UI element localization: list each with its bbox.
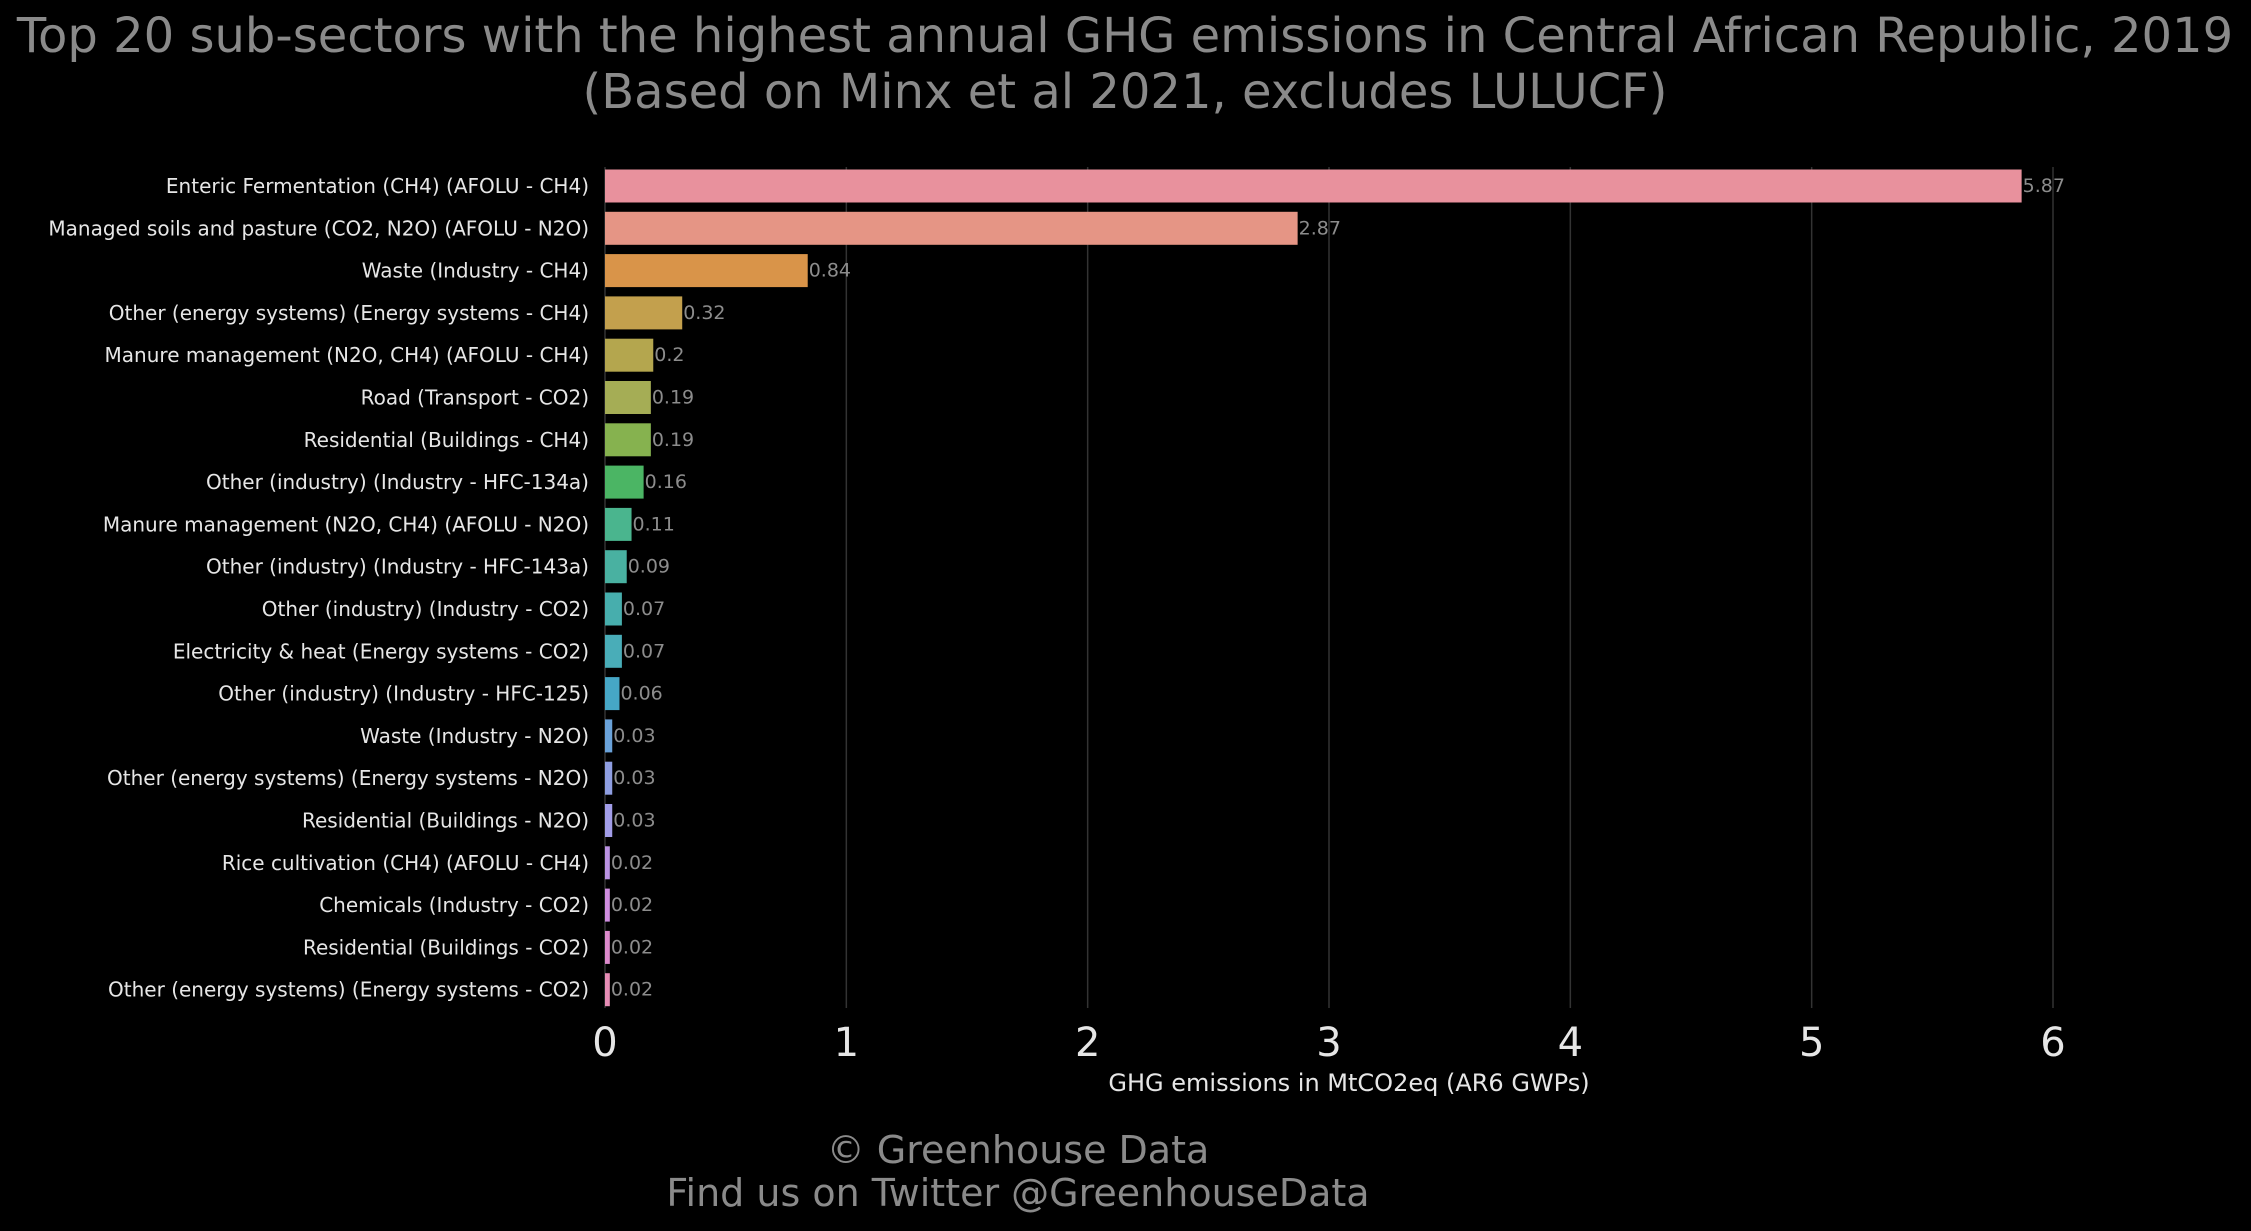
category-label-9: Other (industry) (Industry - HFC-143a) [206, 555, 589, 579]
value-label-7: 0.16 [645, 471, 687, 493]
value-label-9: 0.09 [628, 556, 670, 578]
bar-1 [605, 211, 1298, 245]
value-label-3: 0.32 [683, 302, 725, 324]
bar-8 [605, 507, 632, 541]
x-tick-label-5: 5 [1799, 1020, 1824, 1066]
bar-7 [605, 465, 644, 499]
category-label-5: Road (Transport - CO2) [361, 386, 589, 410]
x-tick-label-4: 4 [1558, 1020, 1583, 1066]
bar-14 [605, 761, 613, 795]
bar-16 [605, 846, 610, 880]
x-tick-label-0: 0 [592, 1020, 617, 1066]
bar-3 [605, 296, 683, 330]
value-label-15: 0.03 [613, 810, 655, 832]
x-tick-label-1: 1 [834, 1020, 859, 1066]
category-label-11: Electricity & heat (Energy systems - CO2… [173, 639, 589, 663]
value-label-13: 0.03 [613, 725, 655, 747]
bar-9 [605, 550, 627, 584]
value-label-14: 0.03 [613, 767, 655, 789]
value-label-8: 0.11 [633, 513, 675, 535]
bars-group [605, 169, 2022, 1007]
value-label-4: 0.2 [654, 344, 684, 366]
bar-18 [605, 930, 610, 964]
value-labels: 5.87 2.87 0.84 0.32 0.2 0.19 0.19 0.16 0.11 0.09 0… [611, 175, 2065, 1001]
category-label-13: Waste (Industry - N2O) [360, 724, 589, 748]
value-label-10: 0.07 [623, 598, 665, 620]
credit-line-1: © Greenhouse Data [827, 1128, 1210, 1172]
category-label-19: Other (energy systems) (Energy systems -… [108, 978, 589, 1002]
bar-2 [605, 254, 808, 288]
category-label-6: Residential (Buildings - CH4) [304, 428, 589, 452]
bar-12 [605, 677, 620, 711]
x-axis-ticks: 0 1 2 3 4 5 6 [592, 1020, 2065, 1066]
category-label-3: Other (energy systems) (Energy systems -… [109, 301, 589, 325]
bar-5 [605, 381, 651, 414]
chart-subtitle: (Based on Minx et al 2021, excludes LULU… [583, 64, 1668, 120]
value-label-1: 2.87 [1299, 217, 1341, 239]
x-axis-label: GHG emissions in MtCO2eq (AR6 GWPs) [1108, 1069, 1589, 1097]
category-label-16: Rice cultivation (CH4) (AFOLU - CH4) [222, 851, 589, 875]
bar-4 [605, 338, 654, 372]
value-label-6: 0.19 [652, 429, 694, 451]
category-label-2: Waste (Industry - CH4) [362, 259, 589, 283]
category-label-12: Other (industry) (Industry - HFC-125) [218, 682, 589, 706]
value-label-5: 0.19 [652, 387, 694, 409]
value-label-17: 0.02 [611, 894, 653, 916]
category-label-18: Residential (Buildings - CO2) [303, 935, 589, 959]
value-label-12: 0.06 [620, 683, 662, 705]
bar-10 [605, 592, 622, 626]
category-label-0: Enteric Fermentation (CH4) (AFOLU - CH4) [166, 174, 589, 198]
bar-0 [605, 169, 2022, 203]
bar-15 [605, 804, 613, 837]
value-label-16: 0.02 [611, 852, 653, 874]
chart-title: Top 20 sub-sectors with the highest annu… [16, 8, 2233, 64]
category-label-14: Other (energy systems) (Energy systems -… [107, 766, 589, 790]
bar-11 [605, 634, 622, 668]
bar-17 [605, 888, 610, 922]
gridlines [604, 167, 2054, 1008]
category-label-8: Manure management (N2O, CH4) (AFOLU - N2… [103, 512, 589, 536]
category-labels: Enteric Fermentation (CH4) (AFOLU - CH4)… [48, 174, 589, 1002]
credit-line-2: Find us on Twitter @GreenhouseData [666, 1171, 1369, 1215]
x-tick-label-6: 6 [2040, 1020, 2065, 1066]
category-label-1: Managed soils and pasture (CO2, N2O) (AF… [48, 216, 589, 240]
value-label-2: 0.84 [809, 260, 851, 282]
bar-19 [605, 973, 610, 1007]
value-label-18: 0.02 [611, 936, 653, 958]
value-label-19: 0.02 [611, 979, 653, 1001]
bar-13 [605, 719, 613, 753]
category-label-7: Other (industry) (Industry - HFC-134a) [206, 470, 589, 494]
category-label-15: Residential (Buildings - N2O) [302, 809, 589, 833]
category-label-10: Other (industry) (Industry - CO2) [262, 597, 589, 621]
x-tick-label-2: 2 [1075, 1020, 1100, 1066]
bar-6 [605, 423, 651, 457]
category-label-4: Manure management (N2O, CH4) (AFOLU - CH… [105, 343, 589, 367]
category-label-17: Chemicals (Industry - CO2) [319, 893, 589, 917]
value-label-0: 5.87 [2023, 175, 2065, 197]
x-tick-label-3: 3 [1316, 1020, 1341, 1066]
value-label-11: 0.07 [623, 640, 665, 662]
